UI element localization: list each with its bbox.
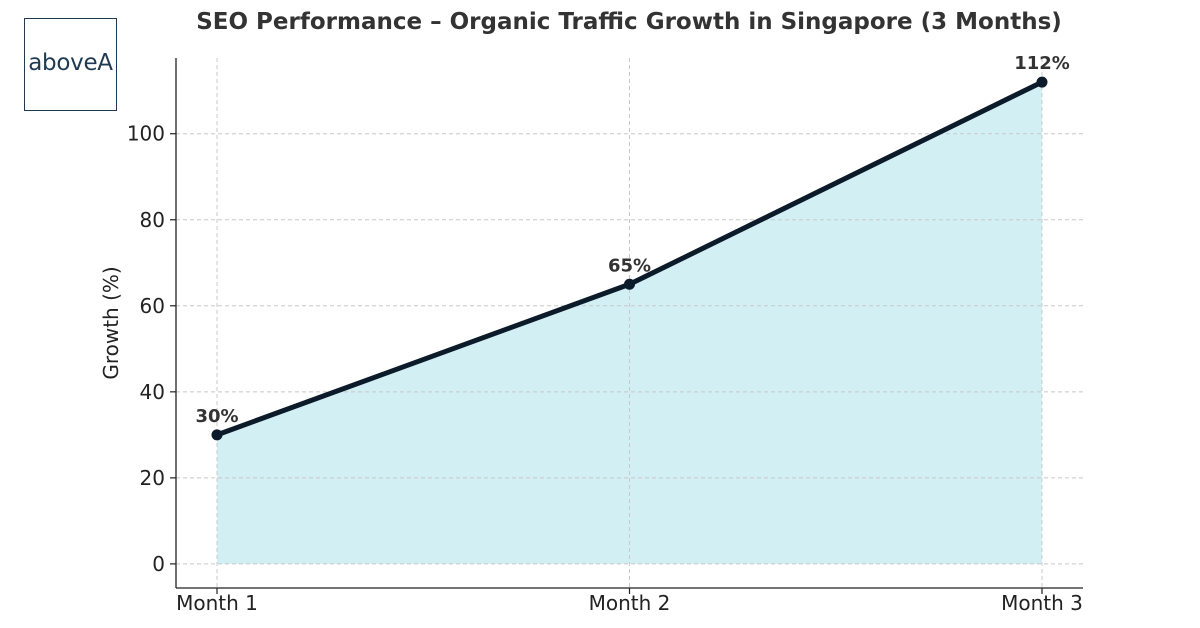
x-tick-label: Month 2 (589, 591, 671, 615)
y-tick-label: 80 (140, 208, 165, 232)
x-tick-label: Month 3 (1001, 591, 1083, 615)
y-tick-label: 20 (140, 466, 165, 490)
brand-logo: aboveA (24, 18, 117, 111)
data-point (211, 429, 223, 441)
x-tick-label: Month 1 (176, 591, 258, 615)
y-tick-label: 60 (140, 294, 165, 318)
data-label: 112% (1014, 53, 1070, 74)
data-point (1036, 76, 1048, 88)
y-tick-label: 40 (140, 380, 165, 404)
y-tick-label: 100 (127, 122, 165, 146)
chart-title: SEO Performance – Organic Traffic Growth… (196, 9, 1062, 35)
y-tick-label: 0 (152, 552, 165, 576)
area-fill (217, 82, 1042, 564)
data-point (624, 278, 635, 290)
y-axis-label: Growth (%) (99, 266, 123, 379)
data-label: 30% (195, 406, 238, 427)
data-label: 65% (608, 255, 651, 276)
logo-text: aboveA (28, 49, 113, 76)
